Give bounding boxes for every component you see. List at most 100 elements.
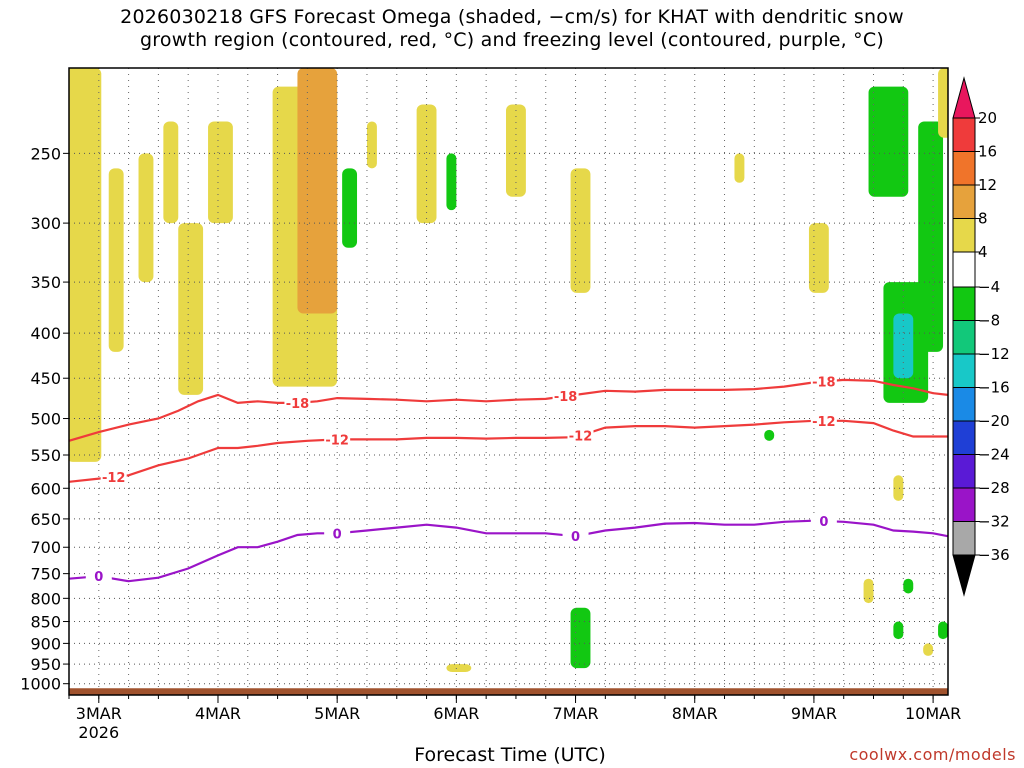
contour-label-0-2: -18	[812, 376, 836, 391]
x-tick-label-4: 7MAR	[553, 704, 599, 723]
omega-shade-13	[570, 168, 591, 293]
omega-shade-0	[69, 68, 102, 462]
contour-label-2-1: 0	[333, 527, 342, 542]
omega-shade-7	[297, 68, 338, 314]
y-tick-label-350: 350	[30, 273, 61, 292]
omega-shade-8	[342, 168, 358, 248]
x-axis-label: Forecast Time (UTC)	[414, 744, 606, 766]
y-tick-label-300: 300	[30, 214, 61, 233]
omega-shade-20	[893, 313, 914, 379]
omega-shade-1	[108, 168, 124, 352]
contour-label-bg-0-1	[552, 388, 579, 404]
x-tick-label-2: 5MAR	[314, 704, 360, 723]
omega-shade-11	[446, 153, 457, 211]
colorbar-label-6: −8	[978, 312, 1000, 330]
y-tick-label-650: 650	[30, 510, 61, 529]
contour-label-2-2: 0	[571, 530, 580, 545]
contour-label-bg-2-1	[324, 525, 351, 541]
x-tick-label-7: 10MAR	[905, 704, 961, 723]
colorbar-label-11: −28	[978, 479, 1010, 497]
colorbar-box-10	[952, 420, 976, 455]
colorbar-label-13: −36	[978, 546, 1010, 564]
contour-label-bg-0-0	[284, 394, 311, 410]
omega-shade-25	[903, 578, 914, 594]
y-tick-label-1000: 1000	[20, 675, 61, 694]
y-tick-label-550: 550	[30, 446, 61, 465]
y-tick-label-700: 700	[30, 538, 61, 557]
x-tick-label-3: 6MAR	[433, 704, 479, 723]
colorbar-label-3: 8	[978, 210, 988, 228]
credit-link[interactable]: coolwx.com/models	[849, 745, 1016, 764]
colorbar-label-12: −32	[978, 513, 1010, 531]
colorbar-box-12	[952, 487, 976, 522]
omega-shade-23	[893, 475, 904, 501]
colorbar-box-9	[952, 387, 976, 422]
omega-shade-18	[868, 86, 909, 197]
colorbar-label-5: −4	[978, 278, 1000, 296]
colorbar-box-2	[952, 151, 976, 186]
omega-shade-12	[506, 104, 526, 197]
plot-area: -18 -18 -18 -12 -12 -12 -12 0 0 0 0 250 300 350 400 450…	[20, 67, 961, 742]
y-tick-label-600: 600	[30, 479, 61, 498]
contour-label-0-0: -18	[286, 397, 310, 412]
y-tick-label-400: 400	[30, 324, 61, 343]
plot-inner: -18 -18 -18 -12 -12 -12 -12 0 0 0 0	[69, 68, 948, 695]
colorbar-label-2: 12	[978, 176, 997, 194]
x-tick-label-1: 4MAR	[195, 704, 241, 723]
title-line-1: 2026030218 GFS Forecast Omega (shaded, −…	[120, 6, 904, 28]
omega-shade-26	[893, 621, 904, 640]
x-tick-sublabel-0: 2026	[78, 723, 119, 742]
contour-label-1-2: -12	[569, 430, 593, 445]
contour-2	[69, 519, 948, 583]
contour-label-1-1: -12	[325, 433, 349, 448]
colorbar: 20 16 12 8 4 −4 −8 −12 −16 −20 −24 −28 −32 −36	[952, 76, 1010, 597]
y-tick-label-800: 800	[30, 589, 61, 608]
y-tick-label-500: 500	[30, 410, 61, 429]
colorbar-label-8: −16	[978, 379, 1010, 397]
colorbar-box-5	[952, 251, 976, 288]
omega-shade-21	[918, 121, 944, 352]
omega-shade-17	[808, 223, 829, 293]
x-tick-label-6: 9MAR	[791, 704, 837, 723]
contour-label-bg-2-0	[85, 568, 112, 584]
colorbar-top-arrow	[952, 76, 976, 119]
colorbar-label-10: −24	[978, 446, 1010, 464]
colorbar-label-7: −12	[978, 345, 1010, 363]
colorbar-box-6	[952, 286, 976, 321]
contour-label-bg-2-3	[810, 513, 837, 529]
colorbar-box-8	[952, 353, 976, 388]
colorbar-box-4	[952, 218, 976, 253]
y-tick-label-250: 250	[30, 144, 61, 163]
contour-label-bg-1-1	[324, 431, 351, 447]
contour-label-bg-1-2	[567, 427, 594, 443]
y-tick-label-750: 750	[30, 565, 61, 584]
omega-shade-10	[416, 104, 437, 224]
x-tick-label-0: 3MAR	[76, 704, 122, 723]
omega-shade-24	[863, 578, 874, 604]
contour-label-2-3: 0	[819, 515, 828, 530]
y-tick-label-900: 900	[30, 634, 61, 653]
colorbar-box-1	[952, 117, 976, 152]
contour-label-0-1: -18	[554, 390, 578, 405]
omega-shade-16	[734, 153, 745, 183]
omega-shade-15	[570, 607, 591, 669]
colorbar-box-11	[952, 454, 976, 489]
omega-shade-9	[366, 121, 377, 169]
omega-shade-28	[923, 643, 934, 656]
contour-label-bg-1-0	[100, 468, 127, 484]
terrain-surface	[69, 688, 948, 695]
y-tick-label-850: 850	[30, 613, 61, 632]
contour-label-1-3: -12	[812, 415, 836, 430]
omega-shade-5	[208, 121, 233, 224]
omega-shade-2	[138, 153, 154, 283]
colorbar-label-4: 4	[978, 243, 988, 261]
colorbar-box-13	[952, 521, 976, 556]
contour-label-2-0: 0	[94, 570, 103, 585]
colorbar-bottom-arrow	[952, 554, 976, 597]
colorbar-label-9: −20	[978, 412, 1010, 430]
colorbar-box-3	[952, 184, 976, 219]
omega-shade-14	[446, 664, 472, 673]
omega-shade-27	[938, 621, 948, 640]
colorbar-label-1: 16	[978, 143, 997, 161]
